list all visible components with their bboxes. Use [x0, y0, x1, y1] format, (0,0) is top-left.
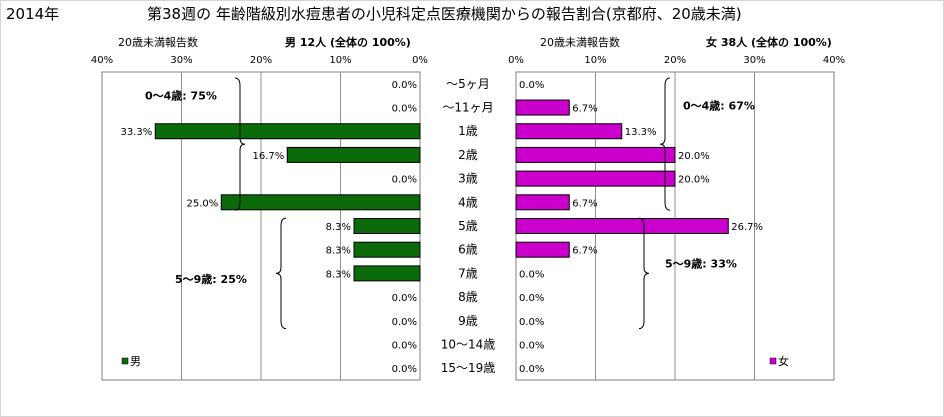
female-value-label: 13.3%	[625, 127, 657, 138]
male-value-label: 8.3%	[326, 246, 351, 257]
female-value-label: 0.0%	[519, 293, 544, 304]
male-bar	[353, 265, 421, 282]
male-value-label: 0.0%	[392, 80, 417, 91]
female-panel-label: 20歳未満報告数	[540, 36, 620, 49]
female-0-4-brace	[659, 77, 671, 211]
age-category-label: 15～19歳	[441, 361, 496, 375]
female-tick-label: 30%	[743, 55, 765, 66]
male-panel: 40% 30% 20% 10% 0% 0.0% 0.0% 33.3% 16.7% 0.0% 25.0…	[91, 55, 428, 381]
male-bar	[286, 146, 421, 163]
male-bar	[154, 123, 421, 140]
male-value-label: 8.3%	[326, 269, 351, 280]
male-tick-label: 40%	[91, 55, 113, 66]
male-value-label: 0.0%	[392, 175, 417, 186]
female-bar	[515, 170, 676, 187]
chart-title: 第38週の 年齢階級別水痘患者の小児科定点医療機関からの報告割合(京都府、20歳…	[147, 5, 742, 23]
female-bar	[515, 218, 729, 234]
female-bar	[515, 123, 623, 140]
male-bar	[353, 241, 421, 258]
male-5-9-brace	[275, 217, 287, 330]
female-annotation-0-4: 0～4歳: 67%	[683, 99, 755, 113]
female-bar	[515, 99, 570, 116]
male-legend-swatch	[121, 357, 129, 365]
age-category-label: 4歳	[458, 195, 478, 209]
female-tick-label: 0%	[508, 55, 524, 66]
male-annotation-5-9: 5～9歳: 25%	[175, 272, 247, 286]
female-tick-label: 40%	[823, 55, 845, 66]
female-value-label: 26.7%	[731, 222, 763, 233]
female-5-9-brace	[638, 217, 650, 330]
age-category-label: 9歳	[458, 314, 478, 328]
female-value-label: 0.0%	[519, 80, 544, 91]
age-category-label: 1歳	[458, 124, 478, 138]
age-category-label: 10～14歳	[441, 337, 496, 351]
age-category-labels: ～5ヶ月 ～11ヶ月 1歳 2歳 3歳 4歳 5歳 6歳 7歳 8歳 9歳 10～14歳 15～19歳	[441, 77, 496, 375]
female-value-label: 6.7%	[572, 198, 597, 209]
male-tick-label: 10%	[329, 55, 351, 66]
female-value-label: 20.0%	[678, 175, 710, 186]
male-tick-label: 20%	[250, 55, 272, 66]
female-value-label: 20.0%	[678, 151, 710, 162]
female-bar	[515, 146, 676, 163]
male-value-label: 0.0%	[392, 293, 417, 304]
male-bar	[353, 218, 421, 234]
female-tick-label: 10%	[584, 55, 606, 66]
male-value-label: 33.3%	[120, 127, 152, 138]
male-0-4-brace	[234, 77, 246, 211]
age-category-label: 8歳	[458, 290, 478, 304]
female-annotation-5-9: 5～9歳: 33%	[665, 257, 737, 271]
male-legend-label: 男	[130, 355, 141, 368]
age-category-label: ～5ヶ月	[446, 77, 490, 91]
male-panel-label: 20歳未満報告数	[118, 36, 198, 49]
age-category-label: 2歳	[458, 148, 478, 162]
female-value-label: 0.0%	[519, 364, 544, 375]
female-legend-swatch	[769, 357, 777, 365]
male-value-label: 16.7%	[252, 151, 284, 162]
age-category-label: ～11ヶ月	[442, 101, 493, 115]
male-tick-label: 0%	[412, 55, 428, 66]
age-category-label: 6歳	[458, 243, 478, 257]
age-category-label: 7歳	[458, 266, 478, 280]
male-panel-title: 男 12人 (全体の 100%)	[285, 35, 411, 49]
age-category-label: 3歳	[458, 172, 478, 186]
male-value-label: 8.3%	[326, 222, 351, 233]
female-value-label: 0.0%	[519, 340, 544, 351]
male-bar	[220, 194, 421, 211]
female-bar	[515, 194, 570, 211]
male-annotation-0-4: 0～4歳: 75%	[145, 89, 217, 103]
year-label: 2014年	[6, 5, 59, 23]
age-category-label: 5歳	[458, 219, 478, 233]
female-value-label: 6.7%	[572, 104, 597, 115]
female-panel: 0% 10% 20% 30% 40% 0.0% 6.7% 13.3% 20.0% 20.0% 6.7…	[508, 55, 845, 381]
female-legend-label: 女	[778, 354, 789, 368]
male-value-label: 0.0%	[392, 364, 417, 375]
male-value-label: 25.0%	[186, 198, 218, 209]
female-value-label: 0.0%	[519, 269, 544, 280]
female-value-label: 0.0%	[519, 317, 544, 328]
male-value-label: 0.0%	[392, 340, 417, 351]
male-value-label: 0.0%	[392, 317, 417, 328]
male-tick-label: 30%	[170, 55, 192, 66]
male-value-label: 0.0%	[392, 104, 417, 115]
female-tick-label: 20%	[664, 55, 686, 66]
female-value-label: 6.7%	[572, 246, 597, 257]
female-panel-title: 女 38人 (全体の 100%)	[706, 35, 832, 49]
female-bar	[515, 241, 570, 258]
